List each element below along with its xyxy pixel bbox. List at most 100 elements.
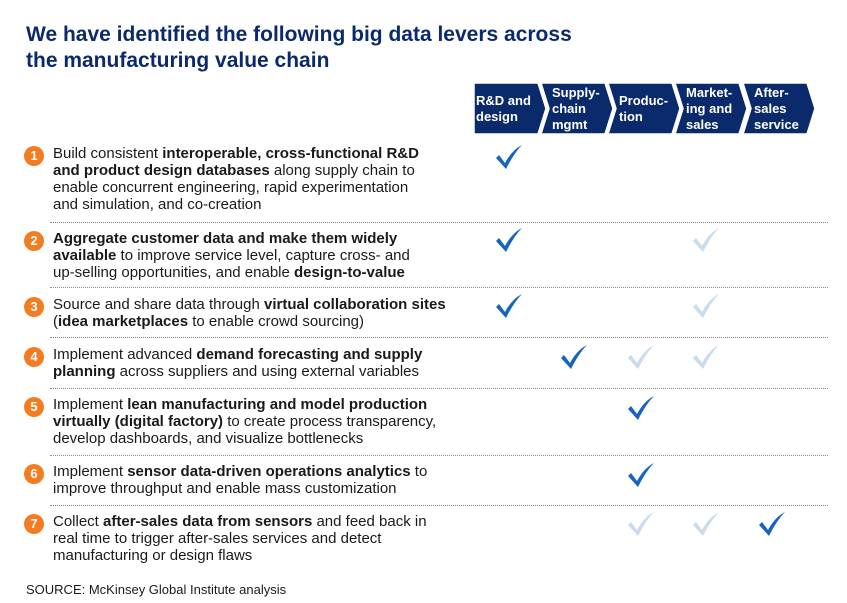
lever-text-line: and product design databases along suppl… [53, 162, 473, 179]
body-text: ( [53, 313, 58, 330]
body-text: to improve service level, capture cross-… [116, 247, 410, 264]
emphasis-text: lean manufacturing and model production [127, 396, 428, 413]
lever-text-line: develop dashboards, and visualize bottle… [53, 430, 473, 447]
stage-label-line: service [754, 116, 799, 132]
stage-label-line: sales [754, 100, 787, 116]
check-light-icon [693, 294, 719, 318]
lever-number-badge: 6 [24, 464, 44, 484]
row-separator [50, 287, 828, 288]
lever-text-line: virtually (digital factory) to create pr… [53, 413, 473, 430]
lever-number-badge: 1 [24, 146, 44, 166]
emphasis-text: sensor data-driven operations analytics [127, 463, 411, 480]
check-icon [496, 228, 522, 252]
lever-description: Source and share data through virtual co… [53, 296, 473, 330]
lever-description: Implement advanced demand forecasting an… [53, 346, 473, 380]
emphasis-text: virtually (digital factory) [53, 413, 224, 430]
lever-text-line: Aggregate customer data and make them wi… [53, 230, 473, 247]
lever-text-line: Build consistent interoperable, cross-fu… [53, 145, 473, 162]
body-text: Source and share data through [53, 296, 264, 313]
lever-description: Build consistent interoperable, cross-fu… [53, 145, 473, 213]
check-icon [628, 463, 654, 487]
chevron-strip [474, 83, 816, 134]
body-text: Implement [53, 463, 128, 480]
stage-label-line: Supply- [552, 84, 600, 100]
body-text: improve throughput and enable mass custo… [53, 480, 397, 497]
body-text: to enable crowd sourcing) [188, 313, 365, 330]
stage-label-5: After-sales service [754, 83, 799, 134]
lever-number-badge: 7 [24, 514, 44, 534]
stage-label-line: tion [619, 108, 643, 124]
check-icon [496, 145, 522, 169]
body-text: across suppliers and using external vari… [115, 363, 419, 380]
emphasis-text: Aggregate customer data and make them wi… [53, 230, 398, 247]
body-text: up-selling opportunities, and enable [53, 264, 295, 281]
lever-text-line: manufacturing or design flaws [53, 547, 473, 564]
lever-description: Implement lean manufacturing and model p… [53, 396, 473, 447]
emphasis-text: idea marketplaces [58, 313, 189, 330]
stage-label-3: Produc-tion [619, 83, 668, 134]
lever-description: Collect after-sales data from sensors an… [53, 513, 473, 564]
stage-label-line: Produc- [619, 92, 669, 108]
check-icon [628, 396, 654, 420]
body-text: to [410, 463, 428, 480]
lever-description: Implement sensor data-driven operations … [53, 463, 473, 497]
row-separator [50, 455, 828, 456]
lever-number-badge: 5 [24, 397, 44, 417]
lever-text-line: planning across suppliers and using exte… [53, 363, 473, 380]
body-text: Implement [53, 396, 128, 413]
lever-number-badge: 2 [24, 231, 44, 251]
body-text: Build consistent [53, 145, 163, 162]
emphasis-text: interoperable, cross-functional R&D [162, 145, 419, 162]
chevron-stage-2 [540, 83, 614, 134]
stage-label-line: After- [754, 84, 789, 100]
lever-text-line: Collect after-sales data from sensors an… [53, 513, 473, 530]
source-note: SOURCE: McKinsey Global Institute analys… [26, 582, 287, 597]
emphasis-text: available [53, 247, 117, 264]
lever-text-line: (idea marketplaces to enable crowd sourc… [53, 313, 473, 330]
lever-text-line: up-selling opportunities, and enable des… [53, 264, 473, 281]
stage-label-line: design [476, 108, 518, 124]
row-separator [50, 505, 828, 506]
stage-label-line: sales [686, 116, 719, 132]
emphasis-text: design-to-value [294, 264, 405, 281]
value-chain-header: R&D and design Supply-chain mgmt Produc-tion… [474, 83, 819, 134]
lever-text-line: Implement advanced demand forecasting an… [53, 346, 473, 363]
check-icon [496, 294, 522, 318]
check-light-icon [693, 345, 719, 369]
stage-label-line: Market- [686, 84, 733, 100]
lever-text-line: Source and share data through virtual co… [53, 296, 473, 313]
check-light-icon [693, 228, 719, 252]
body-text: and feed back in [312, 513, 427, 530]
row-separator [50, 388, 828, 389]
page-title: We have identified the following big dat… [26, 22, 666, 74]
check-icon [759, 512, 785, 536]
body-text: enable concurrent engineering, rapid exp… [53, 179, 409, 196]
body-text: Implement advanced [53, 346, 197, 363]
body-text: to create process transparency, [223, 413, 437, 430]
title-line-1: We have identified the following big dat… [26, 23, 572, 46]
emphasis-text: demand forecasting and supply [196, 346, 423, 363]
lever-number-badge: 3 [24, 297, 44, 317]
lever-number-badge: 4 [24, 347, 44, 367]
title-line-2: the manufacturing value chain [26, 49, 330, 72]
body-text: along supply chain to [269, 162, 415, 179]
body-text: real time to trigger after-sales service… [53, 530, 382, 547]
emphasis-text: virtual collaboration sites [263, 296, 446, 313]
lever-text-line: improve throughput and enable mass custo… [53, 480, 473, 497]
body-text: Collect [53, 513, 104, 530]
check-icon [561, 345, 587, 369]
emphasis-text: planning [53, 363, 116, 380]
lever-text-line: Implement lean manufacturing and model p… [53, 396, 473, 413]
chevron-stage-1 [474, 83, 547, 134]
row-separator [50, 222, 828, 223]
chevron-stage-4 [674, 83, 748, 134]
chevron-stage-3 [607, 83, 681, 134]
stage-label-line: R&D and [476, 92, 531, 108]
check-light-icon [693, 512, 719, 536]
lever-text-line: available to improve service level, capt… [53, 247, 473, 264]
emphasis-text: and product design databases [53, 162, 270, 179]
stage-label-line: ing and [686, 100, 733, 116]
body-text: and simulation, and co-creation [53, 196, 262, 213]
stage-label-2: Supply-chain mgmt [552, 83, 600, 134]
lever-text-line: enable concurrent engineering, rapid exp… [53, 179, 473, 196]
